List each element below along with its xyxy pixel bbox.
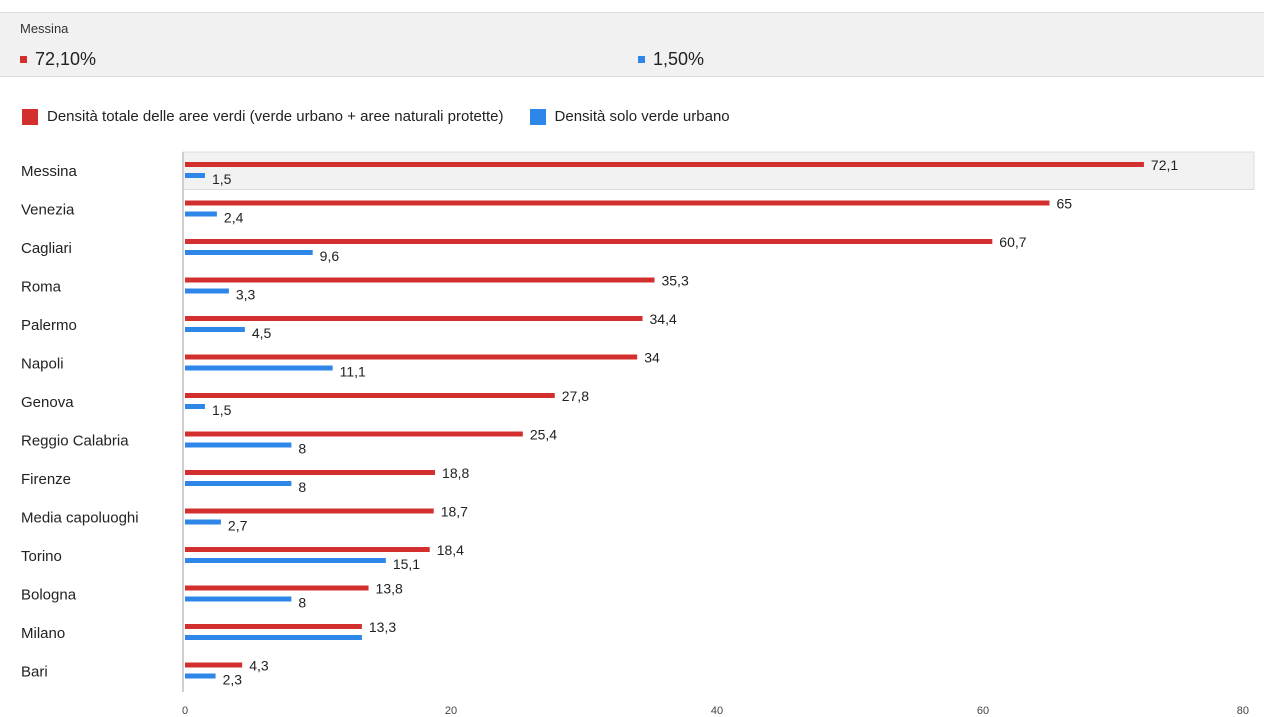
tooltip-panel: Messina 72,10% 1,50% xyxy=(0,12,1264,77)
category-label: Media capoluoghi xyxy=(21,510,139,527)
bar-total xyxy=(185,239,993,244)
legend-swatch-urban xyxy=(529,108,546,125)
category-label: Venezia xyxy=(21,202,75,219)
data-label-urban: 1,5 xyxy=(212,171,232,187)
data-label-total: 25,4 xyxy=(530,427,557,443)
tooltip-value-total: 72,10% xyxy=(20,49,96,70)
data-label-urban: 2,4 xyxy=(224,210,244,226)
data-label-total: 60,7 xyxy=(999,234,1026,250)
category-label: Genova xyxy=(21,394,74,411)
bar-total xyxy=(185,508,434,514)
tooltip-swatch-total xyxy=(20,56,27,63)
bar-urban xyxy=(185,327,245,332)
category-label: Reggio Calabria xyxy=(21,433,129,450)
bar-total xyxy=(185,470,436,475)
bar-total xyxy=(185,624,362,629)
data-label-urban: 8 xyxy=(298,479,306,495)
legend-swatch-total xyxy=(22,108,38,125)
bar-total xyxy=(185,547,430,552)
data-label-total: 35,3 xyxy=(661,273,688,289)
bar-urban xyxy=(185,519,221,525)
bar-urban xyxy=(185,673,216,679)
legend-item-total[interactable]: Densità totale delle aree verdi (verde u… xyxy=(22,108,504,125)
data-label-urban: 2,7 xyxy=(228,518,248,534)
category-label: Napoli xyxy=(21,356,64,373)
x-tick-label: 60 xyxy=(977,705,989,717)
data-label-total: 72,1 xyxy=(1151,157,1178,173)
data-label-total: 34 xyxy=(644,350,660,366)
category-label: Milano xyxy=(21,625,65,642)
category-label: Torino xyxy=(21,548,62,565)
bar-urban xyxy=(185,173,205,178)
bar-total xyxy=(185,277,655,283)
data-label-total: 13,3 xyxy=(369,619,396,635)
data-label-urban: 3,3 xyxy=(236,287,256,303)
bar-total xyxy=(185,662,243,668)
tooltip-value-urban: 1,50% xyxy=(638,49,704,70)
data-label-total: 34,4 xyxy=(650,311,677,327)
bar-total xyxy=(185,354,638,360)
data-label-urban: 8 xyxy=(298,595,306,611)
data-label-total: 4,3 xyxy=(249,658,269,674)
bar-urban xyxy=(185,635,362,640)
bar-urban xyxy=(185,250,313,255)
data-label-total: 65 xyxy=(1057,196,1073,212)
data-label-urban: 9,6 xyxy=(320,248,340,264)
legend-item-urban[interactable]: Densità solo verde urbano xyxy=(529,108,730,125)
tooltip-value-total-text: 72,10% xyxy=(35,49,97,69)
data-label-total: 18,7 xyxy=(441,504,468,520)
category-label: Firenze xyxy=(21,471,71,488)
category-label: Cagliari xyxy=(21,240,72,257)
bar-total xyxy=(185,393,555,398)
bar-urban xyxy=(185,442,292,448)
category-label: Roma xyxy=(21,279,62,296)
tooltip-swatch-urban xyxy=(638,56,645,63)
x-tick-label: 20 xyxy=(445,705,457,717)
tooltip-title: Messina xyxy=(20,21,69,36)
data-label-total: 18,8 xyxy=(442,465,469,481)
bar-total xyxy=(185,200,1050,206)
bar-total xyxy=(185,316,643,321)
data-label-total: 18,4 xyxy=(437,542,464,558)
data-label-urban: 2,3 xyxy=(223,672,243,688)
bar-urban xyxy=(185,481,292,486)
bar-total xyxy=(185,585,369,591)
data-label-total: 13,8 xyxy=(376,581,403,597)
data-label-urban: 11,1 xyxy=(340,364,366,380)
data-label-urban: 1,5 xyxy=(212,402,232,418)
bar-total xyxy=(185,431,523,437)
category-label: Palermo xyxy=(21,317,77,334)
data-label-urban: 8 xyxy=(298,441,306,457)
category-label: Bari xyxy=(21,664,48,681)
bar-urban xyxy=(185,596,292,602)
x-tick-label: 80 xyxy=(1237,705,1249,717)
tooltip-value-urban-text: 1,50% xyxy=(653,49,705,69)
data-label-total: 27,8 xyxy=(562,388,589,404)
chart-legend: Densità totale delle aree verdi (verde u… xyxy=(22,108,756,125)
bar-urban xyxy=(185,288,229,294)
category-label: Messina xyxy=(21,163,78,180)
legend-label-total: Densità totale delle aree verdi (verde u… xyxy=(47,108,504,125)
bar-urban xyxy=(185,558,386,563)
data-label-urban: 4,5 xyxy=(252,325,272,341)
bar-urban xyxy=(185,404,205,409)
bar-total xyxy=(185,162,1144,167)
bar-urban xyxy=(185,211,217,217)
x-tick-label: 0 xyxy=(182,705,188,717)
data-label-urban: 15,1 xyxy=(393,556,420,572)
highlighted-row xyxy=(182,151,1255,190)
category-label: Bologna xyxy=(21,587,77,604)
bar-urban xyxy=(185,365,333,371)
legend-label-urban: Densità solo verde urbano xyxy=(554,108,730,125)
x-tick-label: 40 xyxy=(711,705,723,717)
